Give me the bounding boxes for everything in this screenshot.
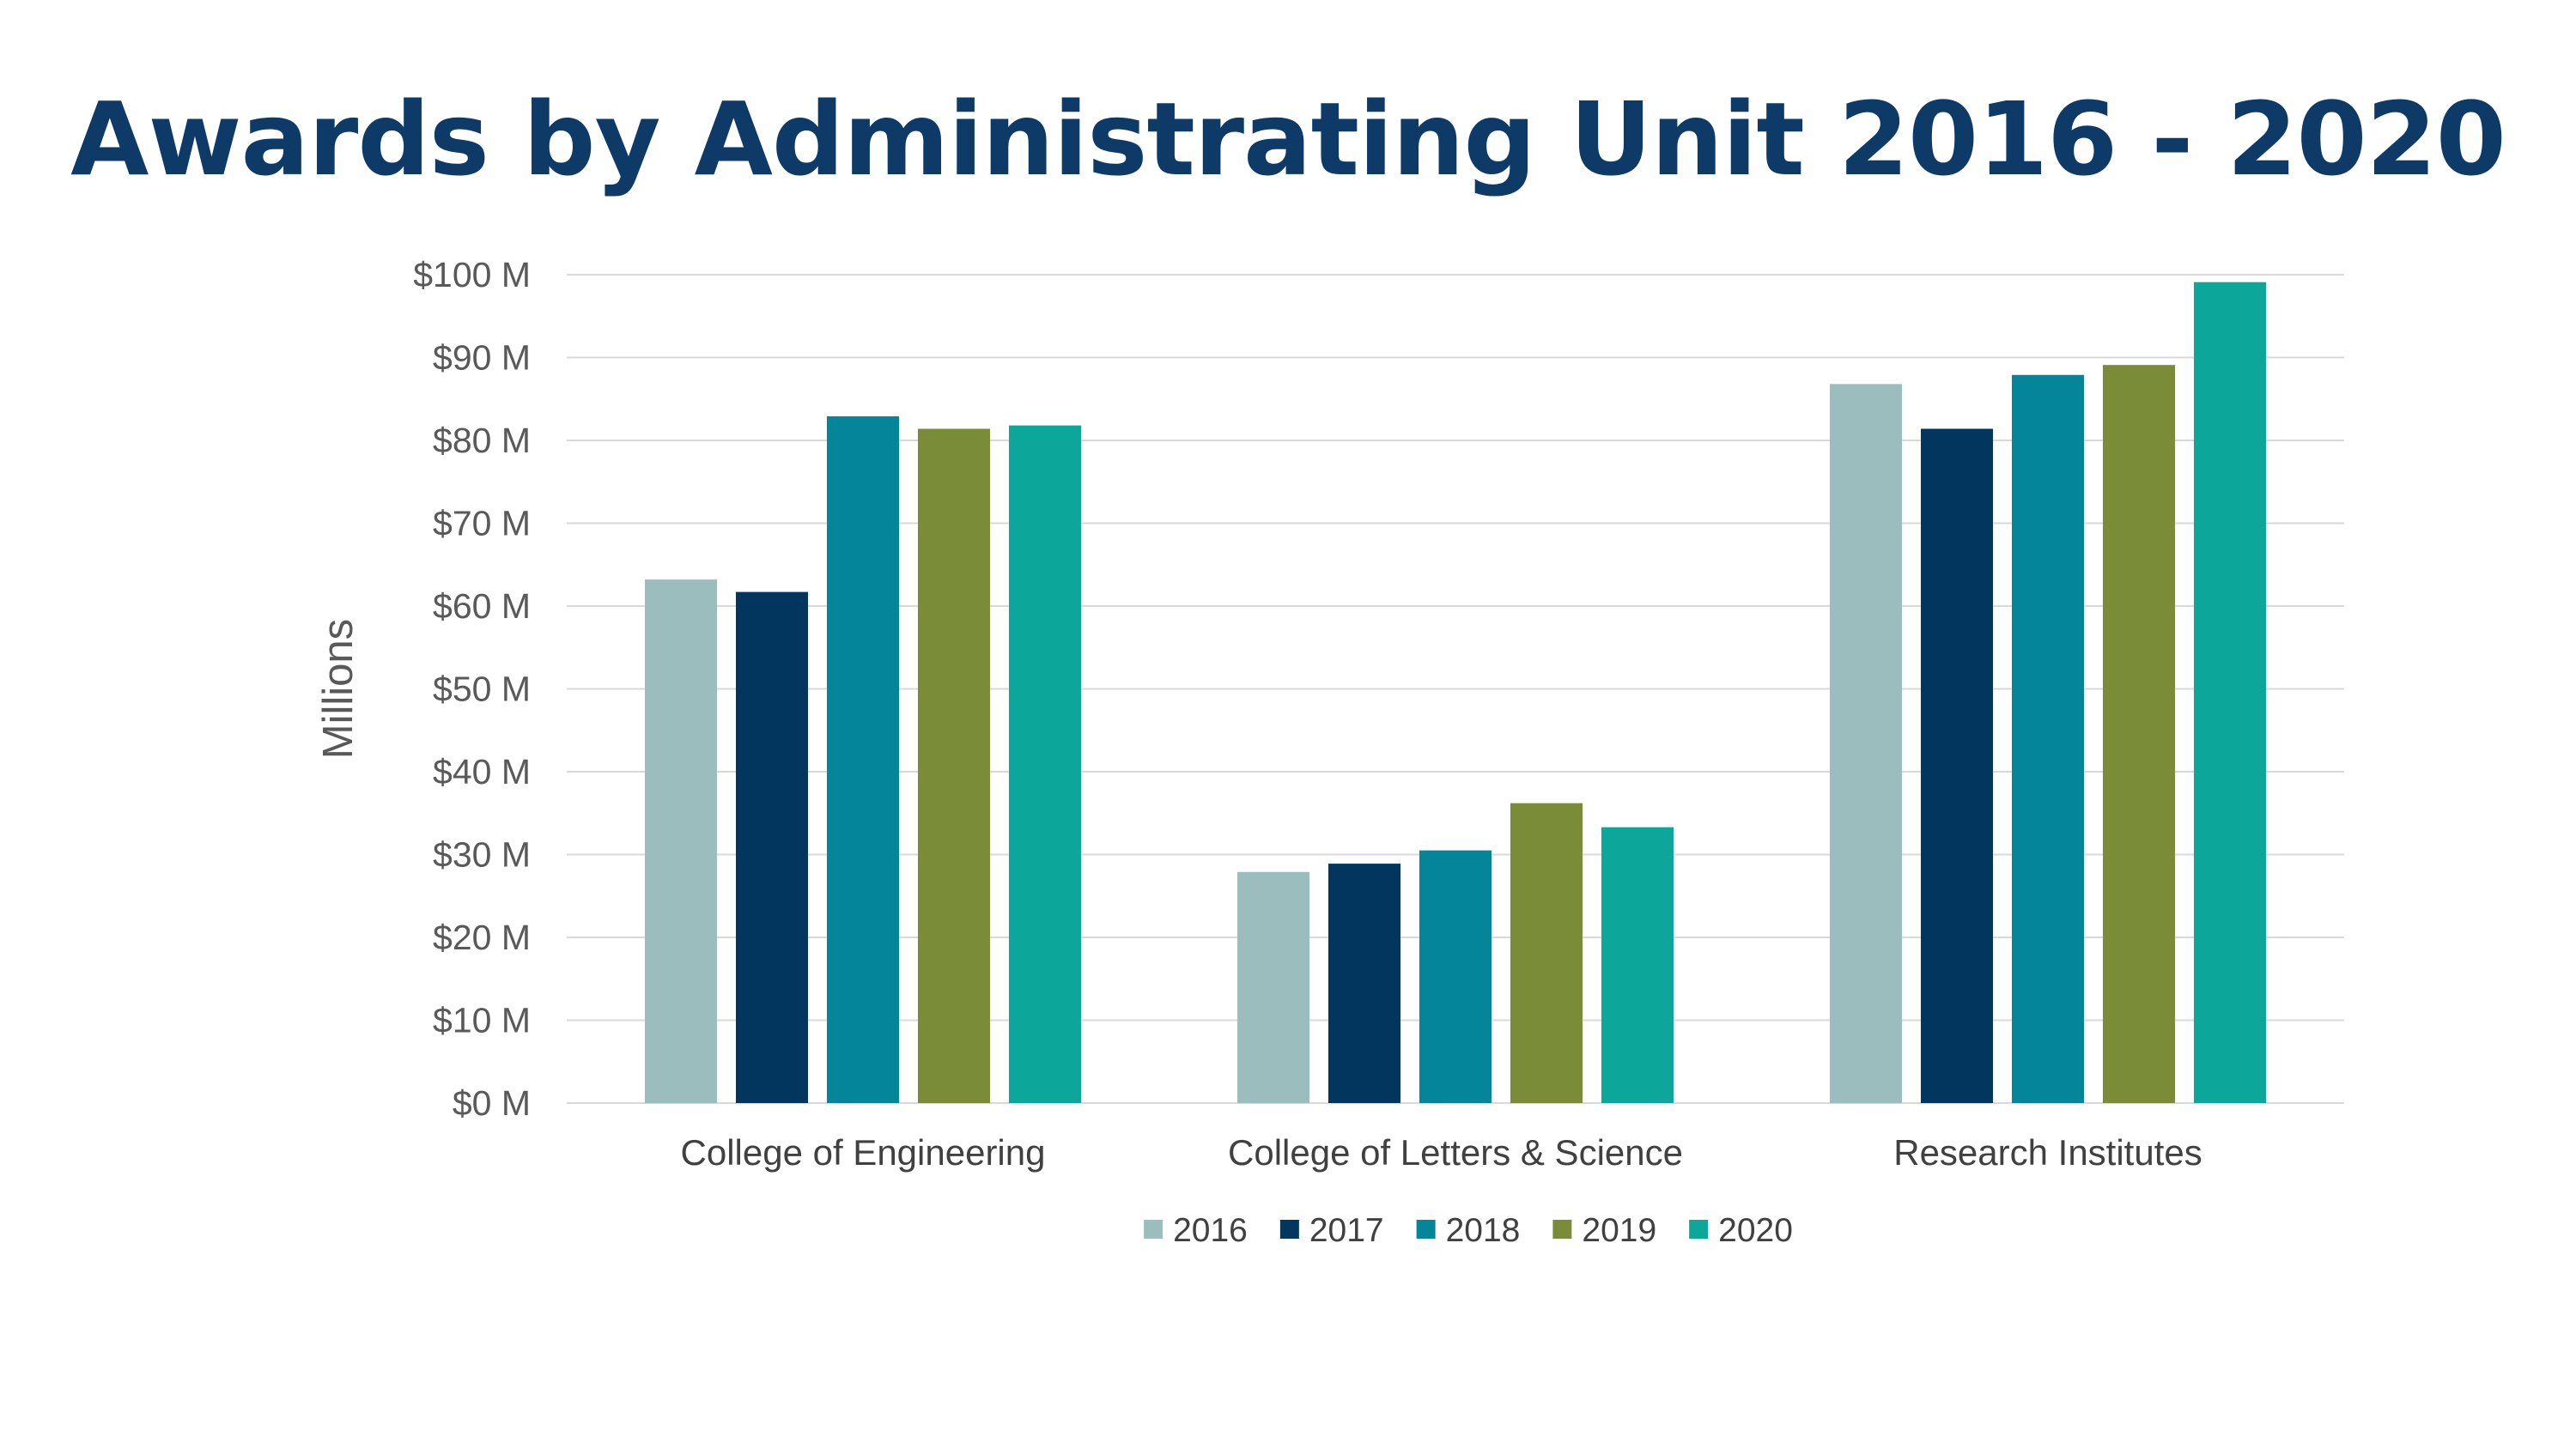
y-tick-label: $0 M bbox=[453, 1083, 531, 1123]
bar bbox=[918, 428, 990, 1103]
bar bbox=[827, 416, 899, 1103]
bar bbox=[2194, 282, 2266, 1103]
legend-label: 2020 bbox=[1718, 1212, 1793, 1249]
legend-swatch bbox=[1144, 1220, 1163, 1239]
y-tick-label: $90 M bbox=[433, 338, 531, 378]
legend-swatch bbox=[1416, 1220, 1436, 1239]
y-tick-label: $30 M bbox=[433, 835, 531, 875]
bar bbox=[736, 591, 808, 1103]
bar bbox=[1237, 871, 1309, 1103]
bar bbox=[1601, 827, 1674, 1103]
bar bbox=[1009, 425, 1081, 1103]
x-category-label: Research Institutes bbox=[1893, 1132, 2202, 1173]
legend-swatch bbox=[1279, 1220, 1299, 1239]
legend-swatch bbox=[1689, 1220, 1709, 1239]
bar bbox=[1328, 864, 1400, 1103]
y-tick-label: $100 M bbox=[413, 255, 531, 294]
y-axis-title-group: Millions bbox=[315, 619, 361, 759]
legend-swatch bbox=[1552, 1220, 1572, 1239]
x-category-label: College of Engineering bbox=[681, 1132, 1046, 1173]
legend-label: 2016 bbox=[1173, 1212, 1248, 1249]
y-tick-label: $70 M bbox=[433, 504, 531, 543]
bar bbox=[1830, 384, 1902, 1103]
legend-label: 2017 bbox=[1309, 1212, 1384, 1249]
legend: 2016 2017 2018 2019 2020 bbox=[1144, 1212, 1793, 1249]
y-axis-ticks: $0 M $10 M $20 M $30 M $40 M $50 M $60 M $70 M $… bbox=[413, 255, 531, 1123]
x-axis-categories: College of Engineering College of Letters… bbox=[681, 1132, 2202, 1173]
chart-title: Awards by Administrating Unit 2016 - 202… bbox=[70, 80, 2506, 198]
y-tick-label: $20 M bbox=[433, 918, 531, 957]
y-tick-label: $10 M bbox=[433, 1001, 531, 1040]
y-tick-label: $80 M bbox=[433, 421, 531, 460]
bars bbox=[645, 282, 2266, 1103]
bar bbox=[2103, 365, 2175, 1103]
y-tick-label: $40 M bbox=[433, 752, 531, 791]
y-axis-title: Millions bbox=[315, 619, 361, 759]
bar bbox=[1419, 850, 1492, 1103]
y-tick-label: $60 M bbox=[433, 586, 531, 626]
bar bbox=[645, 579, 717, 1103]
x-category-label: College of Letters & Science bbox=[1228, 1132, 1683, 1173]
legend-label: 2018 bbox=[1446, 1212, 1521, 1249]
y-tick-label: $50 M bbox=[433, 670, 531, 709]
bar bbox=[1510, 803, 1583, 1103]
bar bbox=[1921, 428, 1993, 1103]
bar bbox=[2012, 374, 2084, 1103]
legend-label: 2019 bbox=[1582, 1212, 1656, 1249]
